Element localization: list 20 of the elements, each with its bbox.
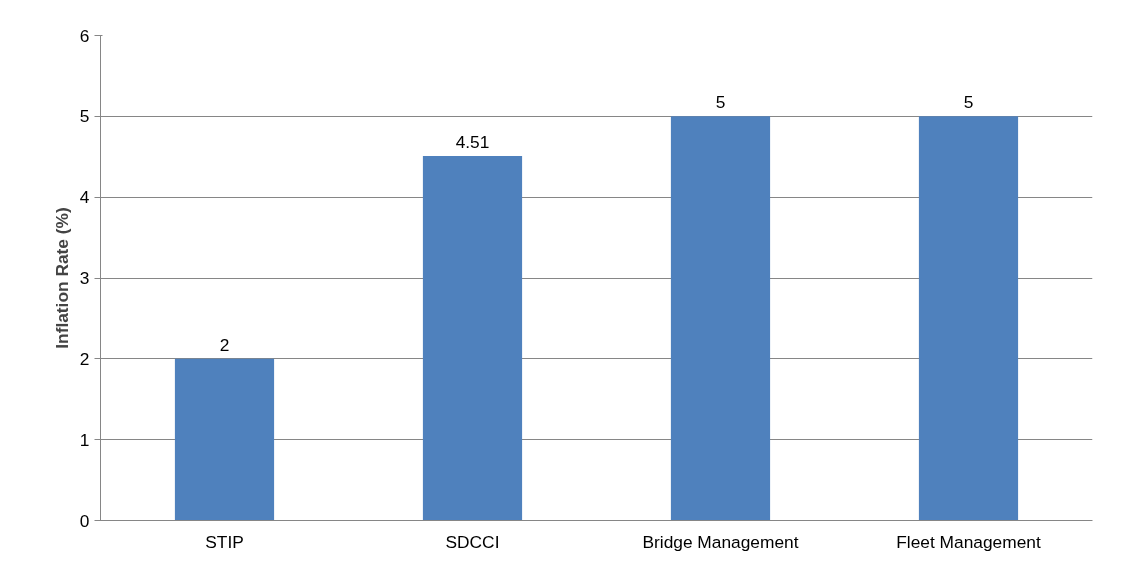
data-label: 2 — [219, 334, 230, 355]
x-tick-label: Bridge Management — [642, 531, 799, 552]
bar — [174, 358, 275, 521]
data-label: 5 — [715, 92, 726, 113]
bar — [422, 155, 523, 521]
y-tick-label: 2 — [79, 348, 90, 369]
y-tick-label: 4 — [79, 187, 90, 208]
y-tick-label: 5 — [79, 106, 90, 127]
bar — [918, 116, 1019, 521]
data-label: 5 — [963, 92, 974, 113]
y-tick-label: 3 — [79, 268, 90, 288]
y-tick-label: 0 — [79, 510, 90, 531]
bar — [670, 116, 771, 521]
x-tick-label: SDCCI — [445, 531, 500, 552]
y-axis-title: Inflation Rate (%) — [51, 207, 72, 349]
x-tick-label: Fleet Management — [896, 531, 1041, 552]
x-tick-label: STIP — [205, 531, 244, 552]
data-label: 4.51 — [455, 131, 490, 152]
y-tick-label: 6 — [79, 25, 90, 46]
y-tick-label: 1 — [79, 429, 90, 450]
